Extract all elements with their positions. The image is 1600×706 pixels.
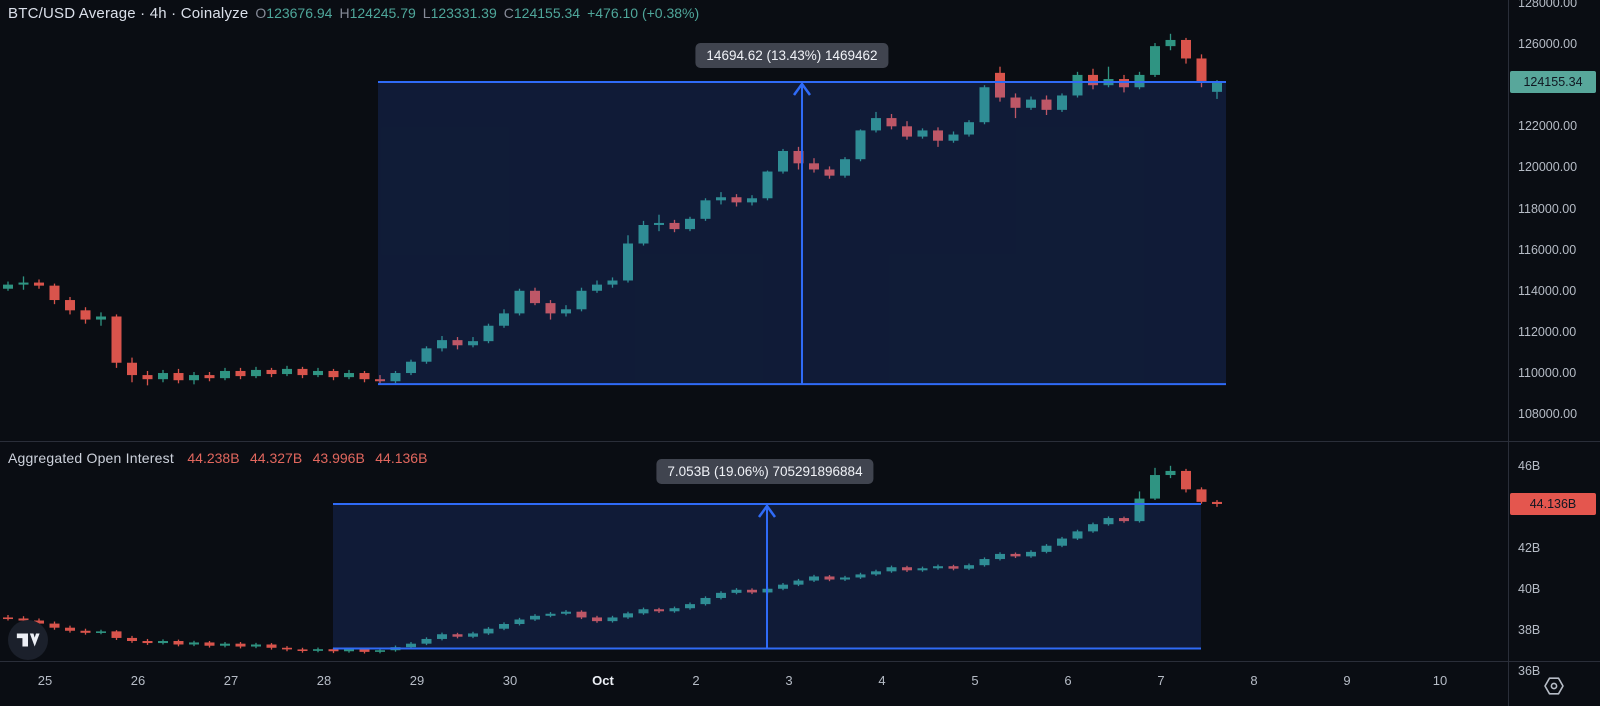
pane-divider[interactable] — [0, 441, 1600, 442]
oi-open-value: 44.238B — [187, 450, 240, 466]
price-scale-tick: 126000.00 — [1518, 37, 1578, 52]
time-axis-divider — [0, 661, 1600, 662]
time-axis-label: 9 — [1343, 673, 1351, 688]
price-scale-tick: 38B — [1518, 622, 1541, 637]
oi-low-value: 43.996B — [312, 450, 365, 466]
oi-title[interactable]: Aggregated Open Interest — [8, 450, 174, 466]
last-oi-badge: 44.136B — [1510, 493, 1596, 515]
tradingview-logo-icon — [16, 633, 40, 647]
candlestick-chart-canvas[interactable] — [0, 0, 1508, 661]
change-value: +476.10 (+0.38%) — [587, 5, 700, 21]
time-axis-label: 5 — [971, 673, 979, 688]
price-scale-tick: 40B — [1518, 581, 1541, 596]
high-label: H — [339, 5, 350, 21]
oi-measure-label: 7.053B (19.06%) 705291896884 — [656, 459, 874, 484]
close-label: C — [503, 5, 514, 21]
price-scale-tick: 114000.00 — [1518, 283, 1577, 298]
time-axis-label: 30 — [502, 673, 518, 688]
open-label: O — [255, 5, 267, 21]
price-scale-tick: 122000.00 — [1518, 119, 1578, 134]
price-scale[interactable]: 128000.00 126000.00 122000.00 120000.00 1180… — [1509, 0, 1600, 706]
price-scale-tick: 128000.00 — [1518, 0, 1578, 10]
price-scale-tick: 116000.00 — [1518, 242, 1577, 257]
time-axis-label: 7 — [1157, 673, 1165, 688]
symbol-title[interactable]: BTC/USD Average · 4h · Coinalyze — [8, 5, 249, 22]
tradingview-logo[interactable] — [8, 620, 48, 660]
price-scale-tick: 36B — [1518, 663, 1541, 678]
price-scale-tick: 112000.00 — [1518, 324, 1577, 339]
time-axis[interactable]: 25 26 27 28 29 30 Oct 2 3 4 5 6 7 8 9 10 — [0, 661, 1600, 706]
time-axis-label: 2 — [692, 673, 700, 688]
time-axis-label: 29 — [409, 673, 425, 688]
price-scale-tick: 118000.00 — [1518, 201, 1577, 216]
time-axis-label: Oct — [592, 673, 614, 688]
time-axis-label: 26 — [130, 673, 146, 688]
price-scale-tick: 108000.00 — [1518, 407, 1578, 422]
symbol-legend: BTC/USD Average · 4h · Coinalyze O123676.… — [8, 5, 699, 23]
high-value: 124245.79 — [349, 5, 416, 21]
low-label: L — [422, 5, 431, 21]
time-axis-label: 8 — [1250, 673, 1258, 688]
timezone-settings-button[interactable] — [1538, 670, 1570, 702]
close-value: 124155.34 — [513, 5, 581, 21]
low-value: 123331.39 — [430, 5, 497, 21]
time-axis-label: 3 — [785, 673, 793, 688]
oi-legend: Aggregated Open Interest 44.238B 44.327B… — [8, 450, 427, 468]
price-scale-tick: 42B — [1518, 540, 1541, 555]
oi-close-value: 44.136B — [375, 450, 428, 466]
oi-high-value: 44.327B — [250, 450, 303, 466]
time-axis-label: 25 — [37, 673, 53, 688]
open-value: 123676.94 — [266, 5, 333, 21]
time-axis-label: 4 — [878, 673, 886, 688]
price-scale-divider — [1508, 0, 1509, 706]
price-scale-tick: 110000.00 — [1518, 366, 1577, 381]
time-axis-label: 10 — [1432, 673, 1448, 688]
price-measure-label: 14694.62 (13.43%) 1469462 — [695, 43, 889, 68]
time-axis-label: 28 — [316, 673, 332, 688]
time-axis-label: 6 — [1064, 673, 1072, 688]
last-price-badge: 124155.34 — [1510, 71, 1596, 93]
price-scale-tick: 120000.00 — [1518, 160, 1578, 175]
gear-icon — [1544, 677, 1564, 695]
price-scale-tick: 46B — [1518, 458, 1541, 473]
time-axis-label: 27 — [223, 673, 239, 688]
